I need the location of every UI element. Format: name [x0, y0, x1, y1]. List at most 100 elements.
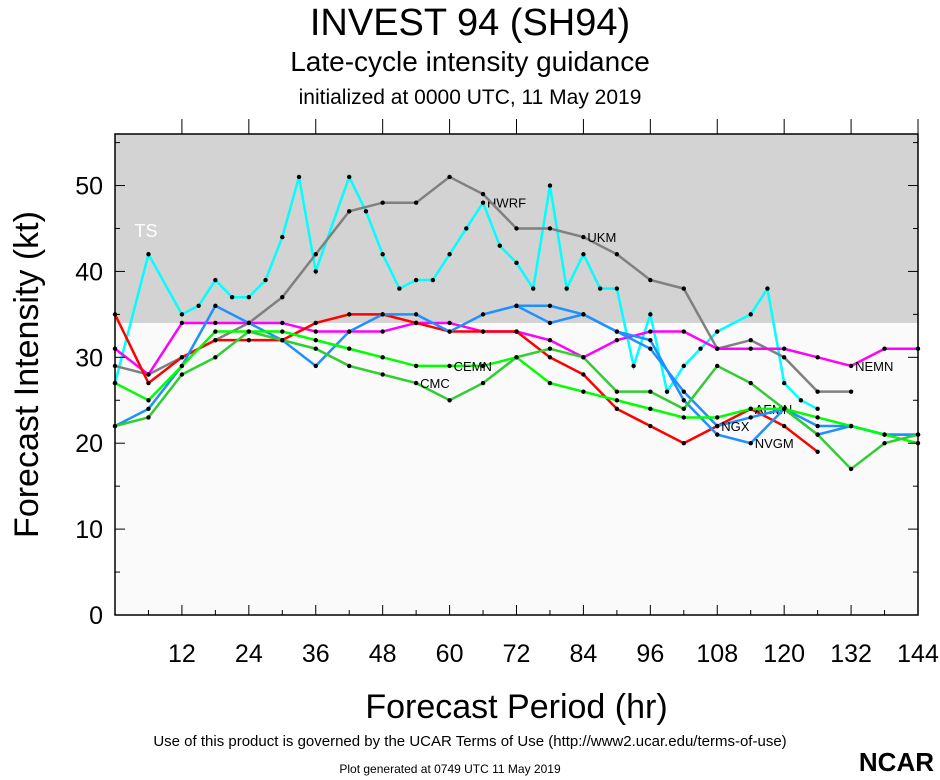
data-point-ngx: [715, 423, 720, 429]
data-point-cemn: [882, 432, 887, 437]
data-point-hwrf: [547, 183, 553, 188]
data-point-aemn: [146, 380, 151, 386]
x-tick-label: 108: [696, 640, 738, 668]
data-point-hwrf: [246, 294, 252, 300]
data-point-ukm: [547, 226, 553, 231]
data-point-hwrf: [480, 200, 486, 205]
data-point-nvgm: [748, 441, 753, 446]
data-point-aemn: [213, 337, 218, 343]
init-time: initialized at 0000 UTC, 11 May 2019: [298, 86, 642, 109]
data-point-nvgm: [648, 337, 653, 343]
data-point-ukm: [848, 389, 854, 394]
data-point-cemn: [581, 389, 586, 394]
y-tick-label: 40: [75, 258, 103, 286]
data-point-cmc: [614, 389, 620, 394]
ncar-logo: NCAR: [858, 747, 934, 777]
data-point-nvgm: [447, 329, 452, 334]
series-label-cmc: CMC: [420, 376, 450, 391]
data-point-hwrf: [430, 277, 436, 283]
data-point-cmc: [681, 406, 686, 412]
data-point-cemn: [380, 355, 385, 360]
data-point-cmc: [447, 398, 452, 403]
data-point-nemn: [648, 329, 653, 334]
data-point-cmc: [581, 355, 586, 360]
data-point-nvgm: [146, 406, 151, 412]
data-point-hwrf: [296, 174, 302, 180]
data-point-hwrf: [614, 286, 620, 291]
data-point-hwrf: [146, 252, 151, 257]
data-point-nvgm: [413, 312, 419, 317]
x-tick-label: 84: [570, 640, 598, 668]
data-point-ngx: [614, 329, 620, 334]
data-point-aemn: [347, 312, 352, 317]
y-axis-label: Forecast Intensity (kt): [8, 211, 46, 538]
series-label-nvgm: NVGM: [755, 436, 794, 451]
data-point-hwrf: [447, 252, 452, 257]
data-point-hwrf: [781, 380, 787, 386]
data-point-cmc: [347, 363, 352, 369]
data-point-aemn: [514, 329, 519, 334]
data-point-nemn: [748, 346, 753, 351]
data-point-nvgm: [347, 329, 352, 334]
data-point-cemn: [648, 406, 653, 412]
data-point-nvgm: [313, 363, 318, 369]
x-tick-label: 132: [830, 640, 872, 668]
series-label-ukm: UKM: [587, 230, 616, 245]
data-point-cmc: [413, 380, 419, 386]
data-point-ukm: [648, 277, 653, 283]
data-point-hwrf: [664, 389, 670, 394]
data-point-hwrf: [681, 363, 686, 369]
data-point-cemn: [179, 363, 185, 369]
data-point-nemn: [380, 329, 385, 334]
data-point-ukm: [280, 294, 285, 300]
data-point-ngx: [514, 303, 519, 308]
data-point-nvgm: [213, 303, 218, 308]
data-point-cemn: [347, 346, 352, 351]
data-point-cmc: [246, 329, 252, 334]
data-point-cmc: [781, 406, 787, 412]
data-point-cmc: [715, 363, 720, 369]
data-point-hwrf: [765, 286, 770, 291]
data-point-cmc: [179, 372, 185, 377]
chart-subtitle: Late-cycle intensity guidance: [290, 46, 650, 77]
data-point-cemn: [447, 363, 452, 369]
data-point-aemn: [246, 337, 252, 343]
data-point-hwrf: [748, 312, 753, 317]
data-point-cemn: [815, 415, 820, 420]
data-point-ukm: [347, 209, 352, 214]
x-tick-label: 60: [436, 640, 464, 668]
data-point-hwrf: [363, 209, 369, 214]
data-point-cmc: [213, 355, 218, 360]
data-point-nemn: [313, 329, 318, 334]
generated-time: Plot generated at 0749 UTC 11 May 2019: [339, 762, 561, 776]
data-point-ukm: [748, 337, 753, 343]
y-tick-label: 50: [75, 173, 103, 201]
data-point-nvgm: [547, 320, 553, 326]
data-point-ukm: [581, 234, 586, 240]
data-point-cmc: [882, 441, 887, 446]
data-point-cmc: [815, 432, 820, 437]
data-point-hwrf: [564, 286, 569, 291]
data-point-nemn: [715, 346, 720, 351]
data-point-ukm: [480, 191, 486, 197]
data-point-hwrf: [179, 312, 185, 317]
data-point-cmc: [380, 372, 385, 377]
data-point-aemn: [547, 355, 553, 360]
data-point-ukm: [380, 200, 385, 205]
y-tick-label: 0: [89, 602, 103, 630]
data-point-hwrf: [380, 252, 385, 257]
data-point-nemn: [815, 355, 820, 360]
data-point-nvgm: [380, 312, 385, 317]
data-point-nemn: [681, 329, 686, 334]
y-tick-label: 30: [75, 344, 103, 372]
data-point-ukm: [447, 174, 452, 180]
data-point-hwrf: [715, 329, 720, 334]
data-point-cmc: [480, 380, 486, 386]
data-point-nemn: [146, 372, 151, 377]
data-point-ukm: [413, 200, 419, 205]
data-point-nvgm: [681, 398, 686, 403]
data-point-hwrf: [648, 312, 653, 317]
data-point-ukm: [681, 286, 686, 291]
